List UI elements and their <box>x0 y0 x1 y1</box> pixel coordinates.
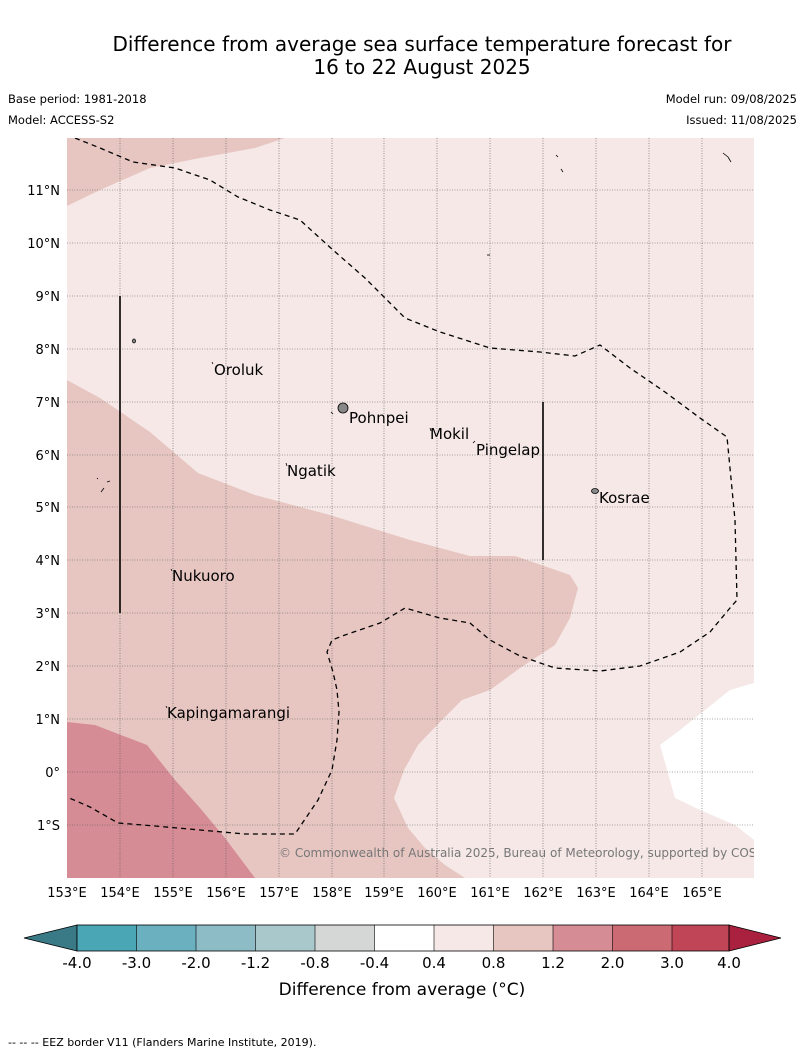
lon-label: 159°E <box>364 886 404 901</box>
title-line-2: 16 to 22 August 2025 <box>313 55 531 79</box>
place-label: Ngatik <box>287 462 336 480</box>
colorbar-tick: 3.0 <box>660 954 684 972</box>
colorbar-tick: -3.0 <box>122 954 151 972</box>
colorbar-tick: 1.2 <box>541 954 565 972</box>
latitude-labels: 11°N 10°N 9°N 8°N 7°N 6°N 5°N 4°N 3°N 2°… <box>27 184 60 834</box>
lon-label: 155°E <box>153 886 193 901</box>
anomaly-region-high <box>67 722 255 878</box>
colorbar-segment <box>374 925 434 951</box>
lat-label: 6°N <box>36 449 61 464</box>
lat-label: 11°N <box>27 184 60 199</box>
colorbar-tick: 0.4 <box>422 954 446 972</box>
place-label: Kosrae <box>599 489 650 507</box>
anomaly-region-mid-south <box>67 380 578 878</box>
lat-label: 7°N <box>36 396 61 411</box>
lon-label: 163°E <box>576 886 616 901</box>
title-line-1: Difference from average sea surface temp… <box>112 32 732 56</box>
place-label: Mokil <box>430 425 469 443</box>
colorbar-segment <box>672 925 729 951</box>
colorbar: -4.0 -3.0 -2.0 -1.2 -0.8 -0.4 0.4 0.8 1.… <box>23 924 782 972</box>
lon-label: 156°E <box>206 886 246 901</box>
colorbar-segment <box>612 925 672 951</box>
place-labels: Oroluk Pohnpei Mokil Pingelap Ngatik Kos… <box>167 361 650 722</box>
place-label: Nukuoro <box>172 567 235 585</box>
colorbar-arrow-left <box>23 924 78 952</box>
colorbar-tick: 2.0 <box>601 954 625 972</box>
lat-label: 0° <box>45 766 60 781</box>
place-label: Kapingamarangi <box>167 704 290 722</box>
lat-label: 10°N <box>27 237 60 252</box>
islands <box>96 152 732 709</box>
lon-label: 164°E <box>629 886 669 901</box>
lon-label: 153°E <box>47 886 87 901</box>
colorbar-title: Difference from average (°C) <box>278 980 526 1000</box>
model-name: Model: ACCESS-S2 <box>8 113 115 127</box>
lon-label: 154°E <box>100 886 140 901</box>
lat-label: 1°N <box>36 713 61 728</box>
colorbar-tick: -0.4 <box>360 954 389 972</box>
colorbar-segment <box>136 925 196 951</box>
lat-label: 3°N <box>36 607 61 622</box>
colorbar-segment <box>434 925 494 951</box>
colorbar-tick: -2.0 <box>181 954 210 972</box>
anomaly-region-mid-north <box>67 138 285 206</box>
copyright-text: © Commonwealth of Australia 2025, Bureau… <box>279 846 784 860</box>
colorbar-tick: -0.8 <box>300 954 329 972</box>
lat-label: 5°N <box>36 501 61 516</box>
footnote: -- -- -- EEZ border V11 (Flanders Marine… <box>8 1036 317 1049</box>
lon-label: 157°E <box>259 886 299 901</box>
colorbar-segment <box>255 925 315 951</box>
lon-label: 158°E <box>312 886 352 901</box>
colorbar-segment <box>196 925 256 951</box>
colorbar-arrow-right <box>728 924 782 952</box>
lon-label: 160°E <box>417 886 457 901</box>
base-period: Base period: 1981-2018 <box>8 92 147 106</box>
lat-label: 9°N <box>36 290 61 305</box>
lat-label: 2°N <box>36 660 61 675</box>
colorbar-segment <box>315 925 375 951</box>
place-label: Pohnpei <box>349 409 409 427</box>
colorbar-segment <box>553 925 613 951</box>
lon-label: 161°E <box>470 886 510 901</box>
lon-label: 165°E <box>682 886 722 901</box>
lon-label: 162°E <box>523 886 563 901</box>
anomaly-region-neutral <box>660 683 754 840</box>
lat-label: 1°S <box>37 819 60 834</box>
colorbar-frame <box>76 924 730 952</box>
place-label: Oroluk <box>214 361 263 379</box>
colorbar-segment <box>77 925 137 951</box>
colorbar-tick: -1.2 <box>241 954 270 972</box>
model-run: Model run: 09/08/2025 <box>665 92 797 106</box>
lat-label: 8°N <box>36 343 61 358</box>
colorbar-tick: 4.0 <box>717 954 741 972</box>
longitude-labels: 153°E 154°E 155°E 156°E 157°E 158°E 159°… <box>47 886 722 901</box>
map-area: © Commonwealth of Australia 2025, Bureau… <box>67 138 784 878</box>
colorbar-tick: -4.0 <box>62 954 91 972</box>
colorbar-segment <box>493 925 553 951</box>
lat-label: 4°N <box>36 554 61 569</box>
issued-date: Issued: 11/08/2025 <box>686 113 797 127</box>
colorbar-tick: 0.8 <box>482 954 506 972</box>
place-label: Pingelap <box>476 441 540 459</box>
eez-border <box>67 138 738 835</box>
